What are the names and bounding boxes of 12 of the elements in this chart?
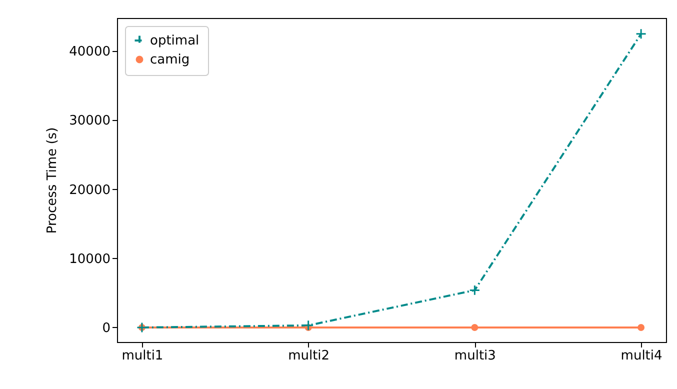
x-tick-label: multi4 [620, 348, 662, 364]
legend-label: optimal [150, 34, 200, 48]
x-tick-label: multi2 [288, 348, 330, 364]
y-axis-title: Process Time (s) [45, 127, 60, 234]
y-tick-label: 20000 [69, 182, 110, 198]
x-tick-label: multi1 [122, 348, 164, 364]
x-tick-label: multi3 [454, 348, 496, 364]
y-tick-label: 0 [102, 320, 110, 336]
y-tick-label: 10000 [69, 252, 110, 267]
y-tick-label: 30000 [69, 114, 110, 129]
legend-label: camig [150, 52, 190, 68]
y-tick-label: 40000 [69, 44, 110, 60]
